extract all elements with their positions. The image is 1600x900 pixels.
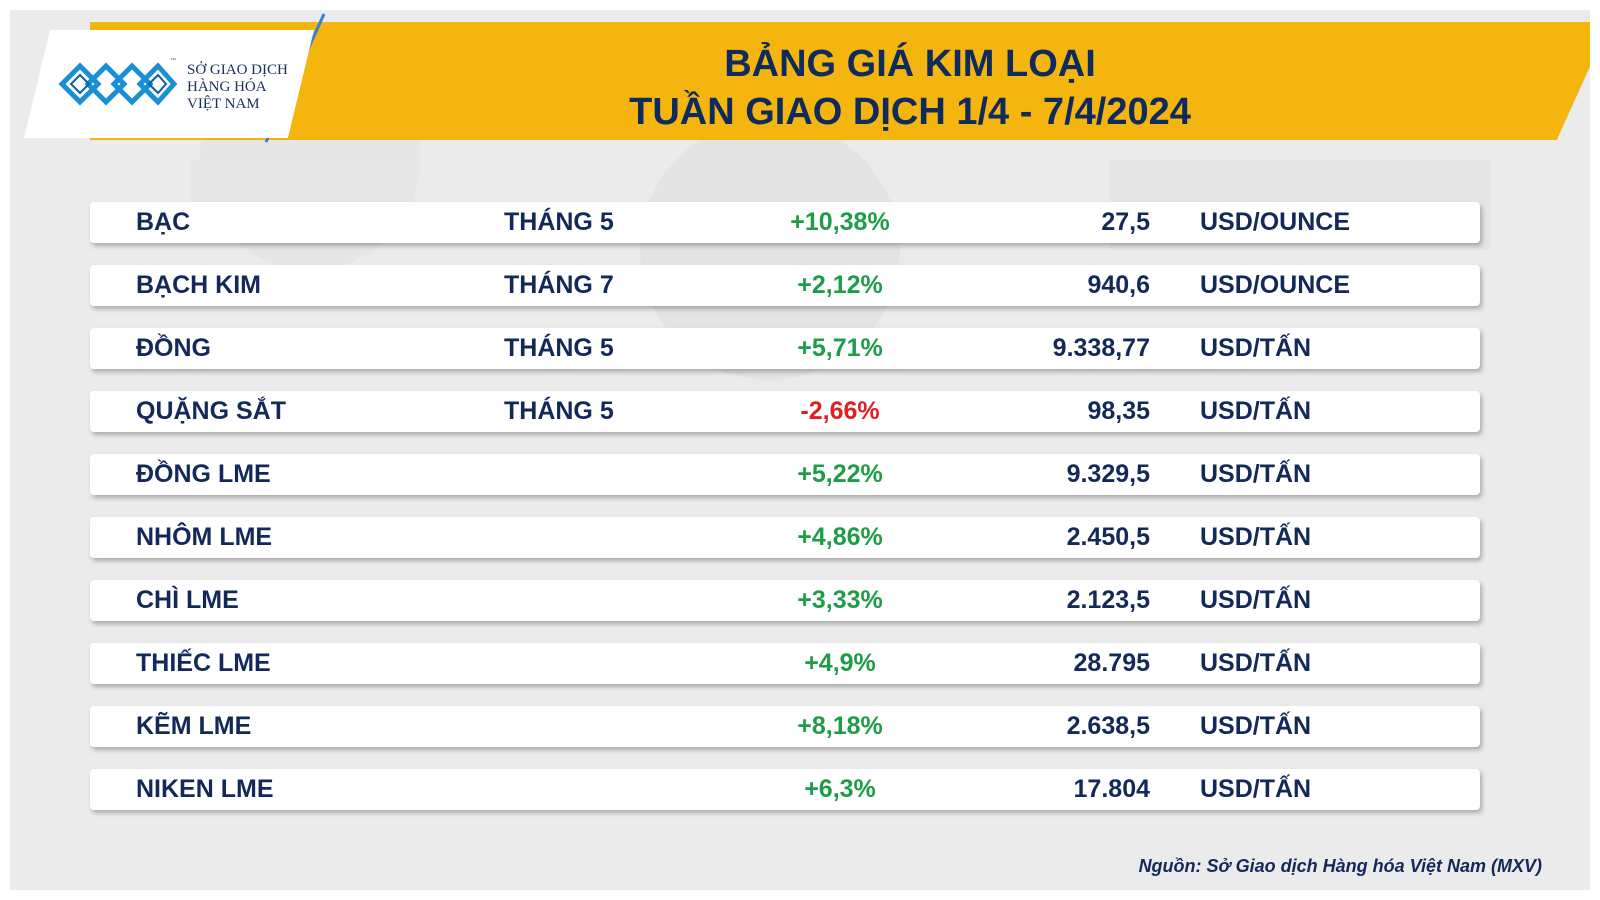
- logo-trademark: ™: [170, 58, 176, 64]
- title-line-1: BẢNG GIÁ KIM LOẠI: [724, 43, 1096, 85]
- price-unit: USD/TẤN: [1200, 775, 1312, 803]
- price-value: 98,35: [1087, 397, 1150, 425]
- weekly-change: +4,86%: [797, 523, 883, 551]
- price-unit: USD/TẤN: [1200, 397, 1312, 425]
- table-row: THIẾC LME +4,9% 28.795 USD/TẤN: [90, 643, 1480, 684]
- price-unit: USD/TẤN: [1200, 586, 1312, 614]
- table-row: BẠC THÁNG 5 +10,38% 27,5 USD/OUNCE: [90, 202, 1480, 243]
- title-line-2: TUẦN GIAO DỊCH 1/4 - 7/4/2024: [629, 91, 1191, 133]
- weekly-change: +10,38%: [790, 208, 890, 236]
- price-value: 9.338,77: [1052, 334, 1150, 362]
- price-value: 17.804: [1073, 775, 1150, 803]
- weekly-change: -2,66%: [800, 397, 880, 425]
- logo-line-2: HÀNG HÓA: [187, 79, 267, 95]
- metal-name: THIẾC LME: [136, 649, 271, 677]
- page-title: BẢNG GIÁ KIM LOẠI TUẦN GIAO DỊCH 1/4 - 7…: [410, 40, 1410, 136]
- weekly-change: +4,9%: [804, 649, 876, 677]
- price-value: 2.638,5: [1066, 712, 1150, 740]
- metal-name: KẼM LME: [136, 712, 252, 740]
- price-value: 9.329,5: [1066, 460, 1150, 488]
- table-row: NIKEN LME +6,3% 17.804 USD/TẤN: [90, 769, 1480, 810]
- contract-month: THÁNG 5: [504, 334, 614, 362]
- price-unit: USD/TẤN: [1200, 460, 1312, 488]
- metal-name: CHÌ LME: [136, 586, 239, 614]
- weekly-change: +6,3%: [804, 775, 876, 803]
- weekly-change: +5,71%: [797, 334, 883, 362]
- metal-name: NIKEN LME: [136, 775, 274, 803]
- table-row: ĐỒNG LME +5,22% 9.329,5 USD/TẤN: [90, 454, 1480, 495]
- price-unit: USD/OUNCE: [1200, 208, 1351, 236]
- table-row: BẠCH KIM THÁNG 7 +2,12% 940,6 USD/OUNCE: [90, 265, 1480, 306]
- metal-name: ĐỒNG LME: [136, 460, 271, 488]
- mxv-logo-icon: [58, 62, 178, 106]
- table-row: ĐỒNG THÁNG 5 +5,71% 9.338,77 USD/TẤN: [90, 328, 1480, 369]
- contract-month: THÁNG 5: [504, 208, 614, 236]
- price-value: 2.123,5: [1066, 586, 1150, 614]
- table-row: KẼM LME +8,18% 2.638,5 USD/TẤN: [90, 706, 1480, 747]
- price-value: 940,6: [1087, 271, 1150, 299]
- infographic-frame: ™ SỞ GIAO DỊCH HÀNG HÓA VIỆT NAM BẢNG GI…: [10, 10, 1590, 890]
- table-row: CHÌ LME +3,33% 2.123,5 USD/TẤN: [90, 580, 1480, 621]
- logo-text: SỞ GIAO DỊCH HÀNG HÓA VIỆT NAM: [187, 62, 317, 113]
- source-note: Nguồn: Sở Giao dịch Hàng hóa Việt Nam (M…: [1138, 856, 1542, 876]
- price-value: 28.795: [1073, 649, 1150, 677]
- metal-name: NHÔM LME: [136, 523, 273, 551]
- weekly-change: +2,12%: [797, 271, 883, 299]
- weekly-change: +3,33%: [797, 586, 883, 614]
- contract-month: THÁNG 7: [504, 271, 614, 299]
- price-unit: USD/TẤN: [1200, 649, 1312, 677]
- price-unit: USD/TẤN: [1200, 523, 1312, 551]
- metal-name: BẠCH KIM: [136, 271, 261, 299]
- metal-name: ĐỒNG: [136, 334, 211, 362]
- logo-line-3: VIỆT NAM: [187, 96, 260, 112]
- contract-month: THÁNG 5: [504, 397, 614, 425]
- price-value: 2.450,5: [1066, 523, 1150, 551]
- metal-name: QUẶNG SẮT: [136, 397, 286, 425]
- price-unit: USD/TẤN: [1200, 334, 1312, 362]
- price-unit: USD/OUNCE: [1200, 271, 1351, 299]
- title-banner: [90, 22, 1590, 140]
- logo-line-1: SỞ GIAO DỊCH: [187, 62, 288, 78]
- table-row: QUẶNG SẮT THÁNG 5 -2,66% 98,35 USD/TẤN: [90, 391, 1480, 432]
- weekly-change: +5,22%: [797, 460, 883, 488]
- metal-name: BẠC: [136, 208, 191, 236]
- price-value: 27,5: [1101, 208, 1150, 236]
- price-unit: USD/TẤN: [1200, 712, 1312, 740]
- weekly-change: +8,18%: [797, 712, 883, 740]
- table-row: NHÔM LME +4,86% 2.450,5 USD/TẤN: [90, 517, 1480, 558]
